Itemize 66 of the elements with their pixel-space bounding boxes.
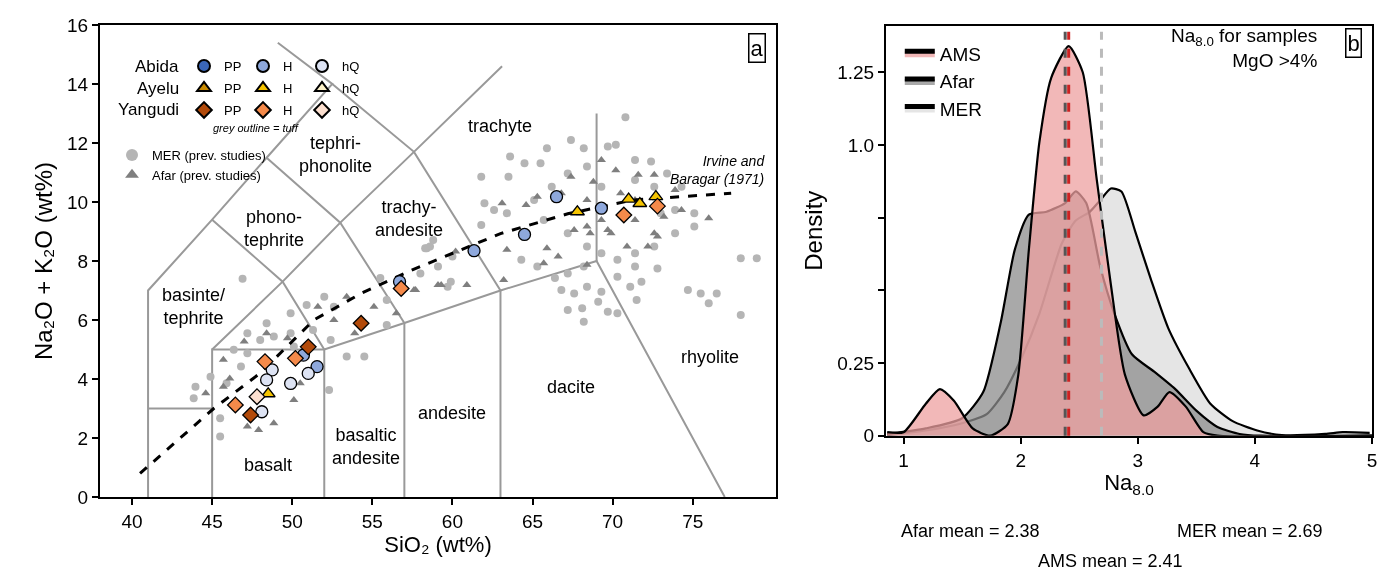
legend-label: H xyxy=(283,81,293,97)
x-tick-label: 55 xyxy=(361,510,383,532)
annotation: dacite xyxy=(547,377,596,397)
x-tick-label: 75 xyxy=(682,510,704,532)
x-tick-label: 1 xyxy=(898,449,909,471)
x-tick-label: 4 xyxy=(1249,449,1261,471)
legend-label: hQ xyxy=(342,59,360,75)
y-axis-title: Na₂O + K₂O (wt%) xyxy=(29,162,57,360)
legend-label: hQ xyxy=(342,103,360,119)
y-tick-label: 6 xyxy=(77,309,89,331)
y-tick-label: 1.25 xyxy=(837,61,875,83)
y-tick-label: 16 xyxy=(67,14,89,36)
annotation: trachy- andesite xyxy=(375,197,444,241)
x-tick-label: 45 xyxy=(201,510,223,532)
x-tick-label: 65 xyxy=(521,510,544,532)
annotation: a xyxy=(750,35,764,61)
annotation: rhyolite xyxy=(681,347,740,367)
legend-label: PP xyxy=(224,81,242,97)
y-tick-label: 14 xyxy=(67,73,89,95)
y-tick-label: 1.0 xyxy=(847,134,875,156)
legend-label: Afar xyxy=(939,71,976,93)
y-tick-label: 0 xyxy=(863,425,875,447)
x-axis-title: SiO₂ (wt%) xyxy=(384,531,492,557)
x-tick-label: 3 xyxy=(1132,449,1144,471)
annotation: Irvine and Baragar (1971) xyxy=(670,153,766,188)
legend-label: H xyxy=(283,103,293,119)
annotation: b xyxy=(1347,30,1360,56)
y-tick-label: 4 xyxy=(77,368,89,390)
legend-label: AMS xyxy=(939,43,981,65)
legend-label: PP xyxy=(224,59,242,75)
x-tick-label: 70 xyxy=(602,510,624,532)
annotation: Abida xyxy=(135,57,180,76)
legend-label: MER (prev. studies) xyxy=(152,148,266,164)
annotation: phono- tephrite xyxy=(244,207,305,251)
y-axis-title: Density xyxy=(799,190,827,271)
annotation: andesite xyxy=(418,403,487,423)
annotation: Ayelu xyxy=(137,79,180,98)
legend-label: H xyxy=(283,59,293,75)
y-tick-label: 8 xyxy=(77,250,89,272)
x-tick-label: 5 xyxy=(1366,449,1378,471)
legend-label: hQ xyxy=(342,81,360,97)
annotation: basalt xyxy=(244,455,293,475)
x-tick-label: 60 xyxy=(441,510,463,532)
y-tick-label: 0 xyxy=(77,486,89,508)
x-tick-label: 2 xyxy=(1015,449,1026,471)
y-tick-label: 0.25 xyxy=(837,352,875,374)
x-axis-title: Na$_{8.0}$ xyxy=(1171,25,1214,49)
y-tick-label: 2 xyxy=(77,427,89,449)
y-tick-label: 10 xyxy=(67,191,89,213)
text: Afar mean = 2.38 xyxy=(901,521,1040,541)
x-tick-label: 50 xyxy=(281,510,303,532)
legend-label: MER xyxy=(939,99,983,121)
annotation: basinte/ tephrite xyxy=(162,285,226,329)
annotation: grey outline = tuff xyxy=(213,122,299,134)
annotation: tephri- phonolite xyxy=(299,133,373,177)
text: AMS mean = 2.41 xyxy=(1038,551,1183,571)
text: for samples MgO >4% xyxy=(1219,25,1318,71)
x-tick-label: 40 xyxy=(121,510,143,532)
legend-label: Afar (prev. studies) xyxy=(152,167,261,183)
y-tick-label: 12 xyxy=(67,132,89,154)
legend-label: PP xyxy=(224,103,242,119)
text: MER mean = 2.69 xyxy=(1177,521,1323,541)
annotation: basaltic andesite xyxy=(332,425,401,469)
annotation: trachyte xyxy=(468,116,533,136)
text: Na$_{8.0}$ xyxy=(1104,470,1154,499)
annotation: Yangudi xyxy=(118,100,180,119)
